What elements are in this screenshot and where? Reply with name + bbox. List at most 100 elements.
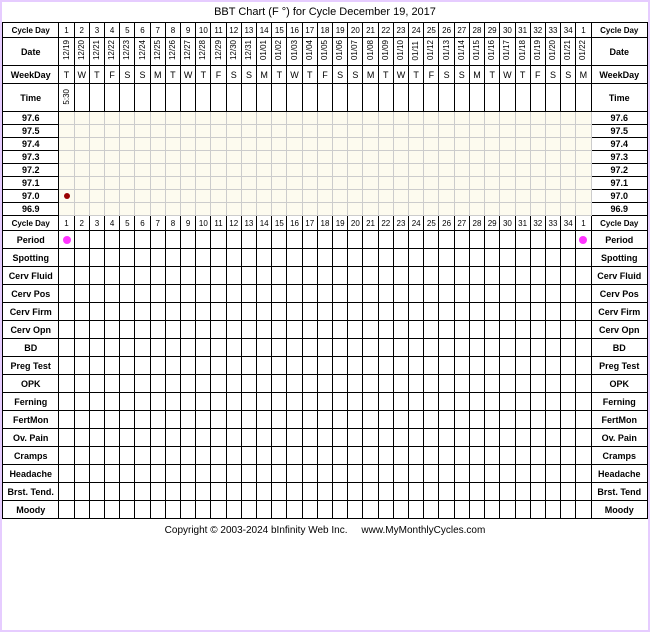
data-cell bbox=[485, 429, 500, 447]
data-cell bbox=[515, 125, 530, 138]
data-cell bbox=[409, 125, 424, 138]
data-cell: 11 bbox=[211, 216, 226, 231]
data-cell bbox=[333, 203, 348, 216]
data-cell bbox=[317, 411, 332, 429]
data-cell bbox=[545, 249, 560, 267]
data-cell bbox=[561, 303, 576, 321]
data-cell: 01/02 bbox=[272, 38, 287, 66]
data-cell bbox=[439, 267, 454, 285]
data-cell: 31 bbox=[515, 23, 530, 38]
data-cell bbox=[348, 203, 363, 216]
data-cell bbox=[485, 203, 500, 216]
data-cell bbox=[485, 164, 500, 177]
data-cell bbox=[424, 429, 439, 447]
data-cell bbox=[165, 483, 180, 501]
data-cell bbox=[530, 447, 545, 465]
data-cell bbox=[561, 84, 576, 112]
data-cell bbox=[576, 231, 591, 249]
data-cell bbox=[333, 411, 348, 429]
data-cell bbox=[439, 84, 454, 112]
data-cell bbox=[378, 164, 393, 177]
data-cell bbox=[515, 339, 530, 357]
data-cell bbox=[454, 411, 469, 429]
data-cell bbox=[302, 357, 317, 375]
data-cell bbox=[515, 164, 530, 177]
data-cell: W bbox=[74, 66, 89, 84]
data-cell bbox=[120, 84, 135, 112]
data-cell: 27 bbox=[454, 216, 469, 231]
data-cell bbox=[287, 375, 302, 393]
data-cell bbox=[561, 177, 576, 190]
data-cell bbox=[120, 190, 135, 203]
data-cell bbox=[181, 249, 196, 267]
data-cell bbox=[485, 339, 500, 357]
temp-row: 97.497.4 bbox=[3, 138, 648, 151]
data-cell bbox=[89, 151, 104, 164]
data-cell bbox=[287, 285, 302, 303]
data-cell bbox=[89, 190, 104, 203]
temp-row: 97.097.0 bbox=[3, 190, 648, 203]
data-cell bbox=[530, 357, 545, 375]
data-cell bbox=[561, 411, 576, 429]
data-cell bbox=[211, 501, 226, 519]
data-cell bbox=[485, 151, 500, 164]
data-cell bbox=[272, 447, 287, 465]
data-cell bbox=[135, 84, 150, 112]
data-cell bbox=[393, 465, 408, 483]
data-cell: 30 bbox=[500, 23, 515, 38]
data-cell bbox=[393, 249, 408, 267]
data-cell bbox=[181, 357, 196, 375]
data-cell bbox=[348, 125, 363, 138]
data-cell bbox=[150, 138, 165, 151]
data-cell bbox=[500, 447, 515, 465]
data-cell bbox=[241, 501, 256, 519]
data-cell bbox=[576, 112, 591, 125]
data-cell bbox=[59, 501, 74, 519]
data-cell bbox=[257, 151, 272, 164]
data-cell bbox=[469, 339, 484, 357]
data-cell bbox=[317, 321, 332, 339]
row-label-right: Ov. Pain bbox=[591, 429, 647, 447]
row-label-right: 97.3 bbox=[591, 151, 647, 164]
data-cell bbox=[105, 190, 120, 203]
row-label-left: FertMon bbox=[3, 411, 59, 429]
site-link[interactable]: www.MyMonthlyCycles.com bbox=[361, 525, 485, 536]
data-cell: 15 bbox=[272, 216, 287, 231]
data-cell bbox=[241, 447, 256, 465]
data-cell bbox=[424, 501, 439, 519]
data-cell bbox=[409, 285, 424, 303]
data-cell bbox=[439, 411, 454, 429]
data-cell: 12/21 bbox=[89, 38, 104, 66]
data-cell bbox=[409, 393, 424, 411]
data-cell bbox=[241, 285, 256, 303]
data-cell bbox=[424, 375, 439, 393]
data-cell bbox=[333, 190, 348, 203]
data-cell bbox=[211, 321, 226, 339]
data-cell bbox=[409, 357, 424, 375]
data-cell bbox=[515, 447, 530, 465]
row-label-right: 97.5 bbox=[591, 125, 647, 138]
data-cell bbox=[196, 285, 211, 303]
data-cell bbox=[500, 429, 515, 447]
data-cell bbox=[576, 84, 591, 112]
data-cell bbox=[424, 177, 439, 190]
data-cell bbox=[333, 429, 348, 447]
data-cell bbox=[576, 151, 591, 164]
data-cell bbox=[150, 164, 165, 177]
data-cell bbox=[74, 339, 89, 357]
data-cell bbox=[439, 303, 454, 321]
data-cell bbox=[424, 483, 439, 501]
data-cell bbox=[378, 112, 393, 125]
data-cell bbox=[393, 375, 408, 393]
data-cell bbox=[272, 203, 287, 216]
data-cell bbox=[363, 321, 378, 339]
data-cell bbox=[226, 393, 241, 411]
data-cell bbox=[272, 84, 287, 112]
data-cell: 12 bbox=[226, 23, 241, 38]
data-cell bbox=[120, 321, 135, 339]
data-cell bbox=[469, 429, 484, 447]
data-cell bbox=[545, 138, 560, 151]
data-cell bbox=[363, 483, 378, 501]
data-cell: 1 bbox=[59, 216, 74, 231]
data-cell: 5 bbox=[120, 23, 135, 38]
